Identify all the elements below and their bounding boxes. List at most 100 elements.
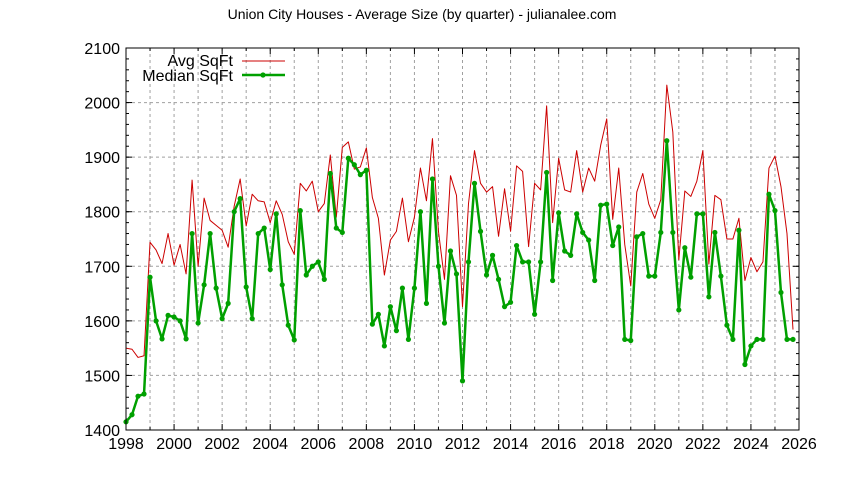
data-point: [778, 289, 784, 296]
data-point: [261, 225, 267, 231]
data-point: [748, 343, 754, 349]
data-point: [135, 393, 141, 399]
data-point: [712, 229, 718, 236]
data-point: [297, 208, 303, 214]
data-point: [153, 318, 159, 324]
data-point: [592, 277, 598, 284]
data-point: [784, 336, 790, 343]
data-point: [165, 312, 171, 318]
data-point: [381, 343, 387, 349]
data-point: [357, 172, 363, 178]
data-point: [622, 336, 628, 343]
data-point: [267, 266, 273, 273]
y-axis: 1400 1500 1600 1700 1800 1900 2000 2100: [84, 41, 799, 440]
data-point: [568, 252, 574, 258]
legend-label-avg: Avg SqFt: [167, 53, 233, 70]
data-point: [237, 196, 243, 202]
x-tick-label: 2006: [300, 436, 336, 453]
x-tick-label: 2004: [252, 436, 288, 453]
data-point: [351, 162, 357, 168]
data-point: [646, 273, 652, 279]
data-point: [405, 336, 412, 343]
data-point: [556, 210, 562, 216]
chart-title: Union City Houses - Average Size (by qua…: [228, 6, 617, 22]
data-point: [399, 285, 406, 291]
x-tick-label: 2008: [349, 436, 385, 453]
data-point: [141, 391, 147, 397]
data-point: [760, 336, 766, 343]
data-point: [207, 230, 213, 237]
data-point: [195, 320, 201, 326]
data-point: [688, 274, 694, 280]
x-tick-label: 2024: [733, 436, 769, 453]
data-point: [423, 300, 430, 306]
y-tick-label: 1500: [84, 368, 120, 385]
data-point: [285, 322, 291, 328]
data-point: [255, 230, 261, 237]
data-point: [459, 378, 466, 384]
x-tick-label: 2000: [156, 436, 192, 453]
data-point: [670, 229, 676, 236]
avg-sqft-line: [125, 84, 794, 358]
data-point: [766, 191, 772, 197]
data-point: [507, 299, 514, 305]
data-point: [676, 307, 682, 313]
data-point: [387, 304, 393, 310]
data-point: [363, 167, 369, 173]
median-sqft-line: [125, 139, 793, 423]
data-point: [682, 245, 688, 251]
data-point: [435, 263, 442, 269]
legend-label-median: Median SqFt: [142, 68, 233, 85]
plot-series: [123, 84, 796, 425]
data-point: [610, 242, 616, 249]
data-point: [598, 202, 604, 208]
data-point: [694, 211, 700, 217]
y-tick-label: 2000: [84, 96, 120, 113]
data-point: [441, 320, 448, 326]
data-point: [483, 272, 490, 278]
data-point: [327, 170, 333, 177]
data-point: [177, 318, 183, 324]
data-point: [447, 248, 454, 254]
data-point: [393, 328, 400, 334]
data-point: [790, 336, 796, 343]
data-point: [243, 284, 249, 290]
data-point: [519, 259, 526, 265]
data-point: [315, 259, 321, 265]
data-point: [183, 336, 189, 342]
y-tick-label: 2100: [84, 41, 120, 58]
data-point: [213, 285, 219, 291]
data-point: [501, 304, 508, 310]
data-point: [532, 311, 538, 317]
data-point: [604, 201, 610, 207]
data-point: [634, 234, 640, 240]
x-tick-label: 2016: [541, 436, 577, 453]
data-point: [309, 263, 315, 269]
y-tick-label: 1600: [84, 314, 120, 331]
data-point: [586, 237, 592, 243]
data-point: [664, 138, 670, 144]
data-point: [189, 230, 195, 237]
data-point: [658, 229, 664, 236]
data-point: [772, 208, 778, 214]
data-point: [339, 229, 345, 236]
data-point: [718, 273, 724, 279]
data-point: [453, 271, 460, 277]
data-point: [495, 276, 502, 282]
y-tick-label: 1400: [84, 423, 120, 440]
x-axis: 1998 2000 2002 2004 2006 2008 2010 2012 2014 2016…: [108, 48, 817, 453]
data-point: [628, 337, 634, 344]
x-tick-label: 2010: [397, 436, 433, 453]
data-point: [742, 361, 748, 368]
data-point: [754, 336, 760, 343]
data-point: [273, 211, 279, 217]
data-point: [333, 225, 339, 231]
data-point: [231, 209, 237, 215]
data-point: [369, 321, 375, 327]
data-point: [489, 252, 496, 258]
x-tick-label: 2022: [685, 436, 721, 453]
data-point: [303, 272, 309, 278]
data-point: [706, 294, 712, 300]
data-point: [279, 282, 285, 288]
